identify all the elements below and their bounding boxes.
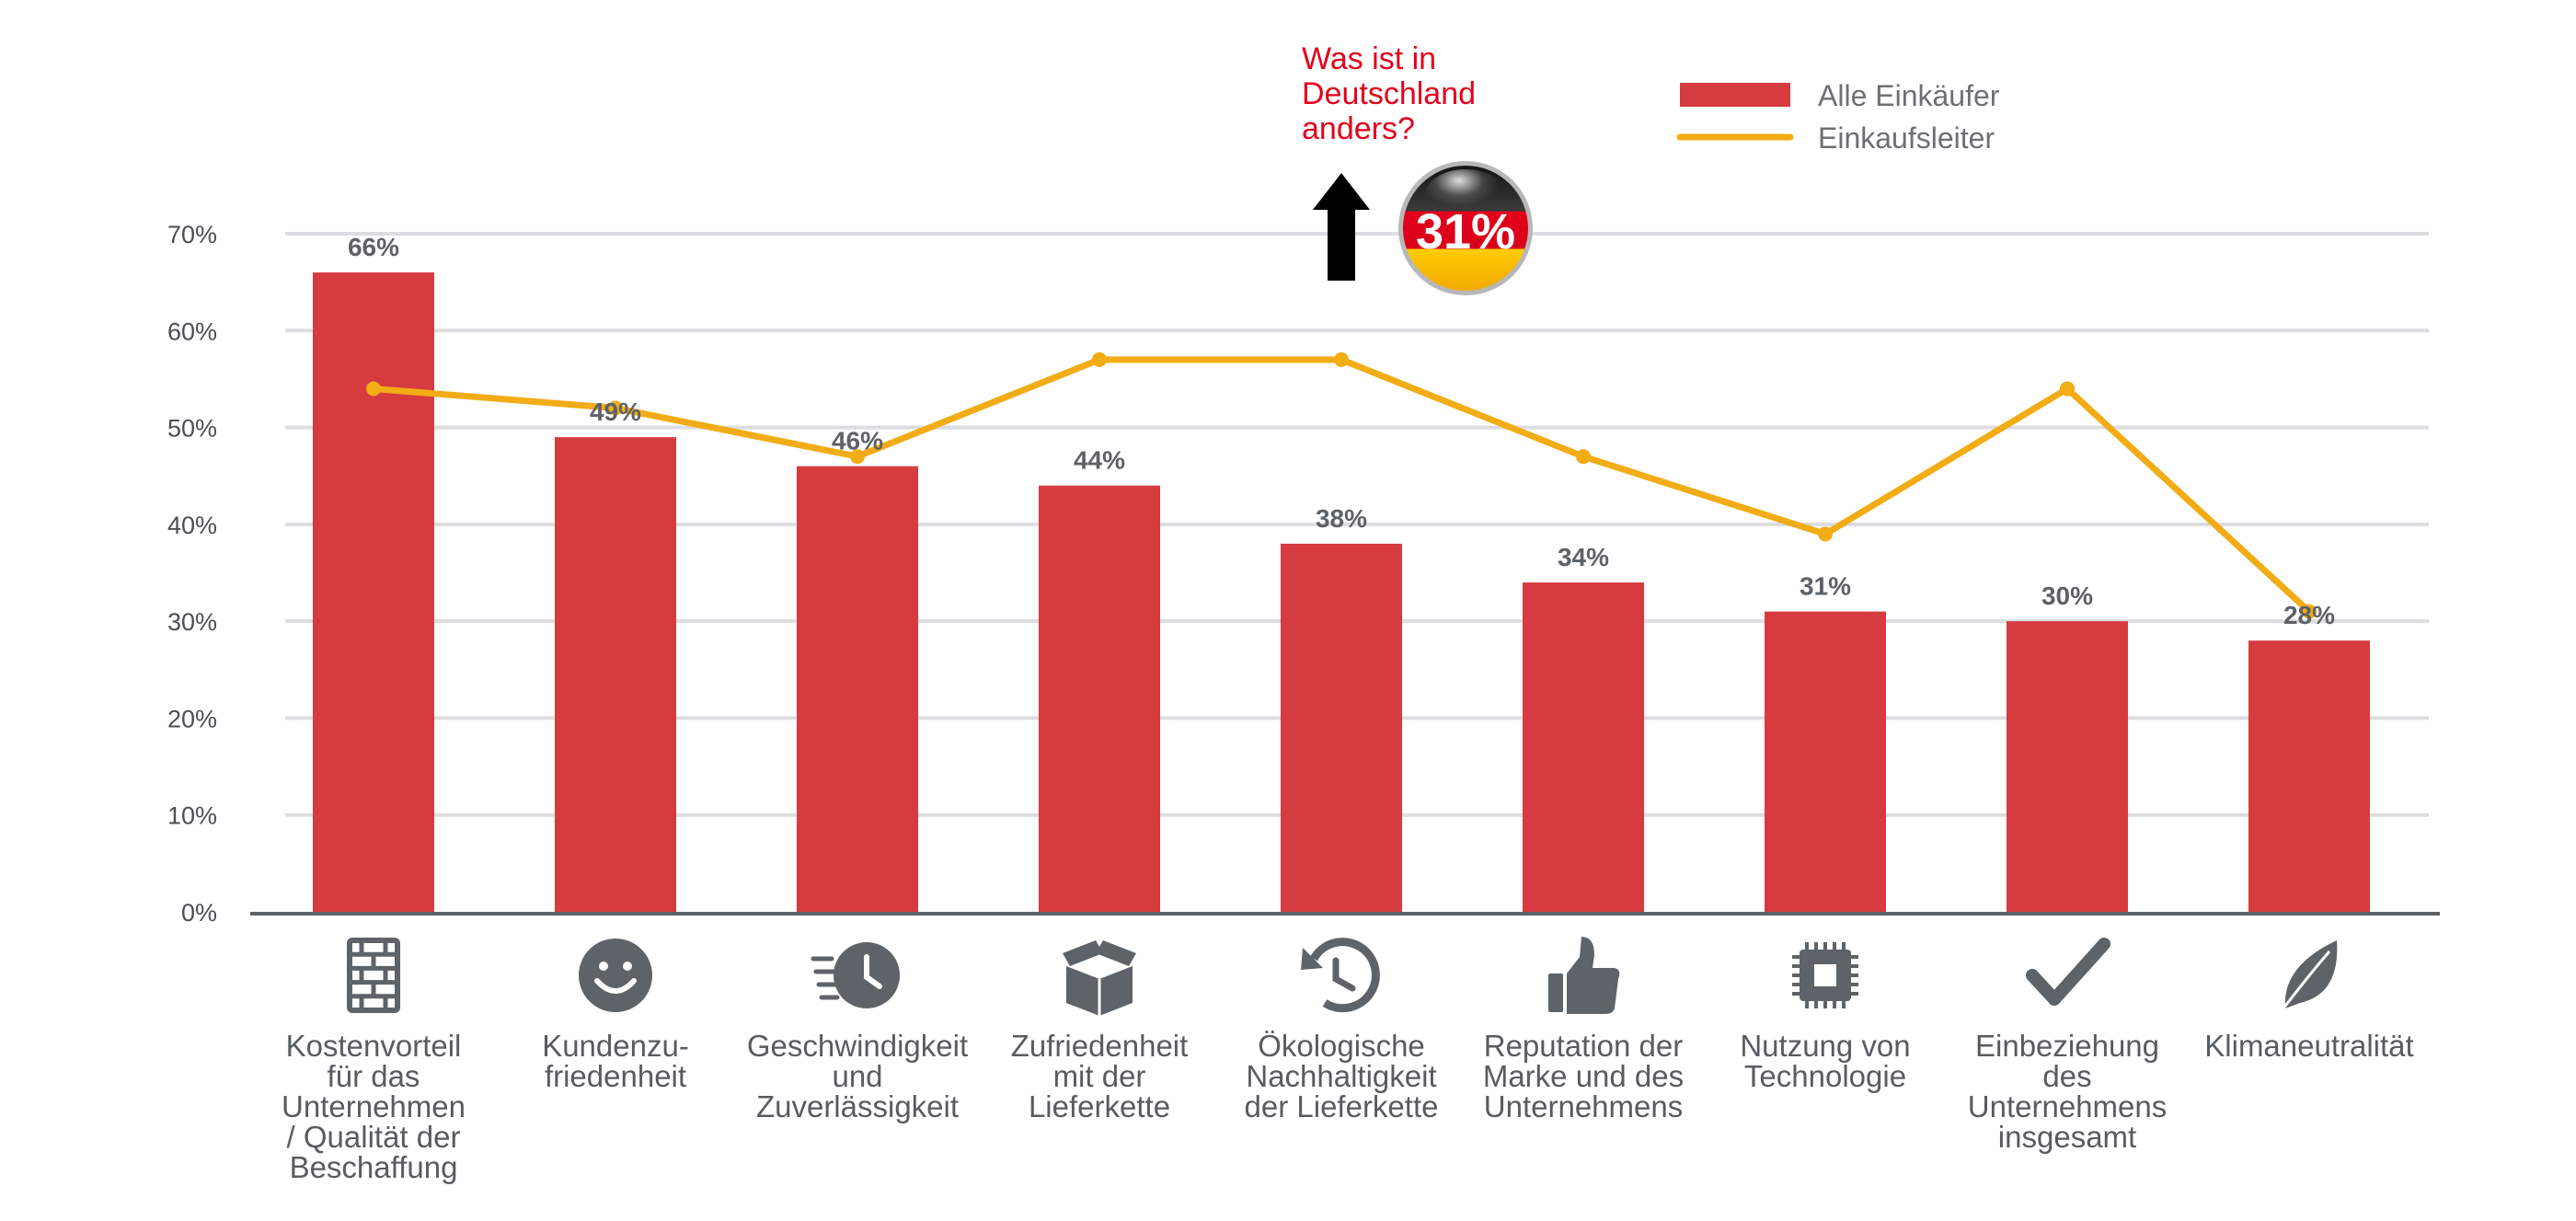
bar bbox=[2248, 640, 2370, 912]
data-labels: 66% 49% 46% 44% 38% 34% 31% 30% 28% bbox=[348, 233, 2335, 629]
category-label: Einbeziehung des Unternehmens insgesamt bbox=[1968, 1029, 2167, 1154]
callout-line-2: Deutschland bbox=[1302, 76, 1476, 111]
category-label: Reputation der Marke und des Unternehmens bbox=[1483, 1029, 1684, 1123]
callout-line-1: Was ist in bbox=[1302, 41, 1436, 76]
bar bbox=[313, 272, 434, 913]
up-arrow-icon bbox=[1313, 173, 1370, 281]
line-series bbox=[366, 351, 2317, 619]
y-tick-label: 10% bbox=[167, 802, 217, 830]
bar bbox=[1281, 543, 1402, 912]
bar bbox=[1523, 582, 1644, 912]
checkmark-icon bbox=[2026, 938, 2110, 1006]
line-point bbox=[2060, 381, 2075, 397]
line-point bbox=[366, 381, 381, 397]
line-point bbox=[2302, 604, 2317, 619]
bricks-icon bbox=[347, 938, 400, 1013]
category-label: Zufriedenheit mit der Lieferkette bbox=[1011, 1029, 1189, 1123]
line-point bbox=[1334, 351, 1349, 367]
legend-label-line: Einkaufsleiter bbox=[1818, 121, 1995, 155]
bar-series bbox=[313, 272, 2370, 913]
recycle-clock-icon bbox=[1301, 938, 1380, 1013]
thumbs-up-icon bbox=[1548, 937, 1620, 1014]
category-label: Ökologische Nachhaltigkeit der Lieferkette bbox=[1245, 1029, 1439, 1123]
data-label: 28% bbox=[2283, 601, 2335, 629]
data-label: 49% bbox=[590, 397, 641, 426]
bar bbox=[1039, 485, 1160, 912]
open-box-icon bbox=[1063, 940, 1136, 1016]
data-label: 66% bbox=[348, 233, 399, 261]
germany-callout: Was ist in Deutschland anders? 31% bbox=[1302, 41, 1533, 295]
y-tick-label: 50% bbox=[167, 415, 217, 443]
line-point bbox=[1576, 449, 1591, 465]
data-label: 34% bbox=[1558, 543, 1609, 571]
line-point bbox=[1818, 526, 1833, 542]
category-label: Kostenvorteil für das Unternehmen / Qualitä… bbox=[282, 1029, 466, 1184]
legend-swatch-bar bbox=[1680, 83, 1790, 107]
y-tick-label: 20% bbox=[167, 705, 217, 732]
category-labels: Kostenvorteil für das Unternehmen / Qualitä… bbox=[282, 1029, 2414, 1184]
chip-icon bbox=[1792, 942, 1858, 1008]
legend: Alle Einkäufer Einkaufsleiter bbox=[1676, 79, 2000, 155]
bar bbox=[555, 437, 676, 913]
y-tick-label: 70% bbox=[167, 221, 217, 248]
y-tick-label: 30% bbox=[167, 608, 217, 636]
bar bbox=[2007, 621, 2128, 912]
leaf-icon bbox=[2276, 940, 2338, 1017]
category-icons bbox=[347, 937, 2338, 1017]
smiley-icon bbox=[579, 939, 652, 1012]
y-tick-label: 0% bbox=[181, 899, 217, 927]
bar bbox=[797, 466, 918, 912]
germany-flag-badge: 31% bbox=[1398, 161, 1533, 295]
y-axis-ticks: 0% 10% 20% 30% 40% 50% 60% 70% bbox=[167, 221, 217, 927]
line-point bbox=[1092, 351, 1107, 367]
category-label: Geschwindigkeit und Zuverlässigkeit bbox=[747, 1029, 968, 1123]
category-label: Kundenzu-friedenheit bbox=[542, 1029, 689, 1093]
category-label: Nutzung von Technologie bbox=[1740, 1029, 1910, 1093]
data-label: 38% bbox=[1316, 504, 1367, 533]
fast-clock-icon bbox=[811, 942, 900, 1008]
callout-line-3: anders? bbox=[1302, 111, 1415, 146]
data-label: 44% bbox=[1074, 446, 1125, 475]
data-label: 30% bbox=[2041, 582, 2093, 610]
badge-value: 31% bbox=[1416, 204, 1515, 259]
y-tick-label: 60% bbox=[167, 317, 217, 345]
line-point bbox=[608, 400, 623, 416]
legend-label-bar: Alle Einkäufer bbox=[1818, 79, 2000, 112]
bar bbox=[1765, 611, 1886, 912]
y-tick-label: 40% bbox=[167, 512, 217, 539]
line-point bbox=[850, 449, 865, 465]
category-label: Klimaneutralität bbox=[2204, 1029, 2413, 1063]
data-label: 46% bbox=[832, 427, 883, 455]
data-label: 31% bbox=[1800, 572, 1851, 601]
